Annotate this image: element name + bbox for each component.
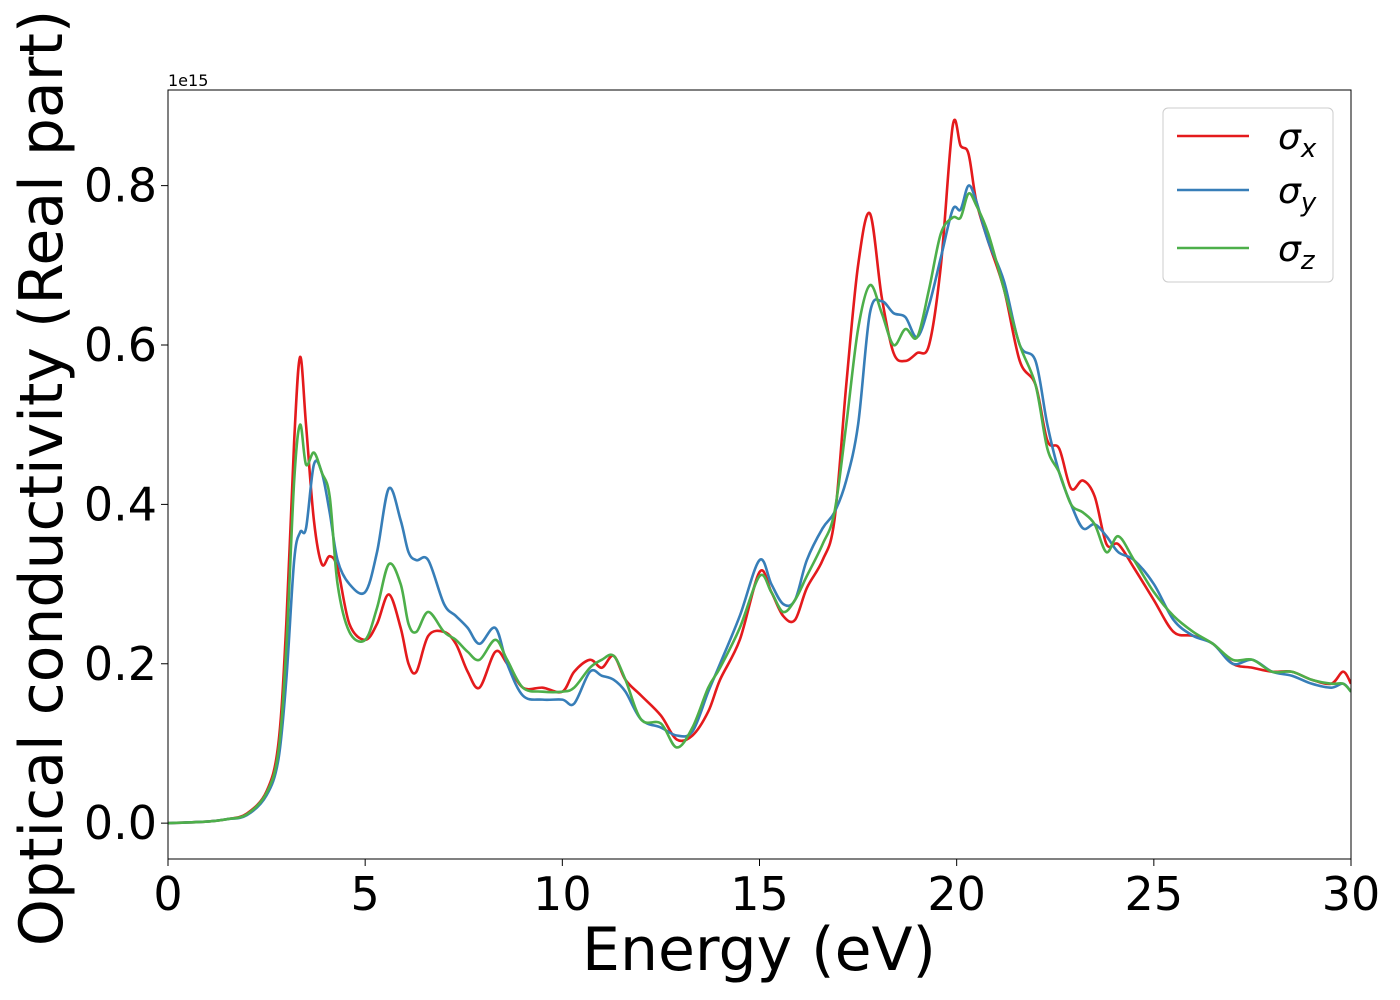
series-layer xyxy=(168,118,1351,825)
legend-entries: σx σy σz xyxy=(1177,117,1317,276)
y-axis-ticks: 0.0 0.2 0.4 0.6 0.8 xyxy=(84,159,168,850)
y-tick-label: 0.8 xyxy=(84,159,157,213)
plot-area xyxy=(167,89,1352,860)
legend-box xyxy=(1162,107,1334,283)
x-tick-label: 15 xyxy=(730,867,789,921)
legend-label-sigma-y: σy xyxy=(1278,171,1317,218)
legend-label-sigma-x: σx xyxy=(1278,117,1317,164)
x-tick-label: 5 xyxy=(351,867,380,921)
x-tick-label: 10 xyxy=(533,867,592,921)
series-sigma-x-line xyxy=(168,118,1351,825)
y-axis-offset-text: 1e15 xyxy=(168,71,208,90)
y-tick-label: 0.6 xyxy=(84,318,157,372)
y-axis-label: Optical conductivity (Real part) xyxy=(7,10,77,947)
series-sigma-z-line xyxy=(168,191,1351,825)
x-axis-label: Energy (eV) xyxy=(582,915,936,985)
x-tick-label: 0 xyxy=(153,867,182,921)
y-tick-label: 0.0 xyxy=(84,796,157,850)
y-tick-label: 0.4 xyxy=(84,477,157,531)
legend: σx σy σz xyxy=(1162,107,1334,283)
x-tick-label: 25 xyxy=(1125,867,1184,921)
series-sigma-y-line xyxy=(168,184,1351,825)
x-tick-label: 30 xyxy=(1322,867,1381,921)
y-tick-label: 0.2 xyxy=(84,637,157,691)
x-axis-ticks: 0 5 10 15 20 25 30 xyxy=(153,859,1380,921)
legend-label-sigma-z: σz xyxy=(1278,229,1316,276)
x-tick-label: 20 xyxy=(927,867,986,921)
